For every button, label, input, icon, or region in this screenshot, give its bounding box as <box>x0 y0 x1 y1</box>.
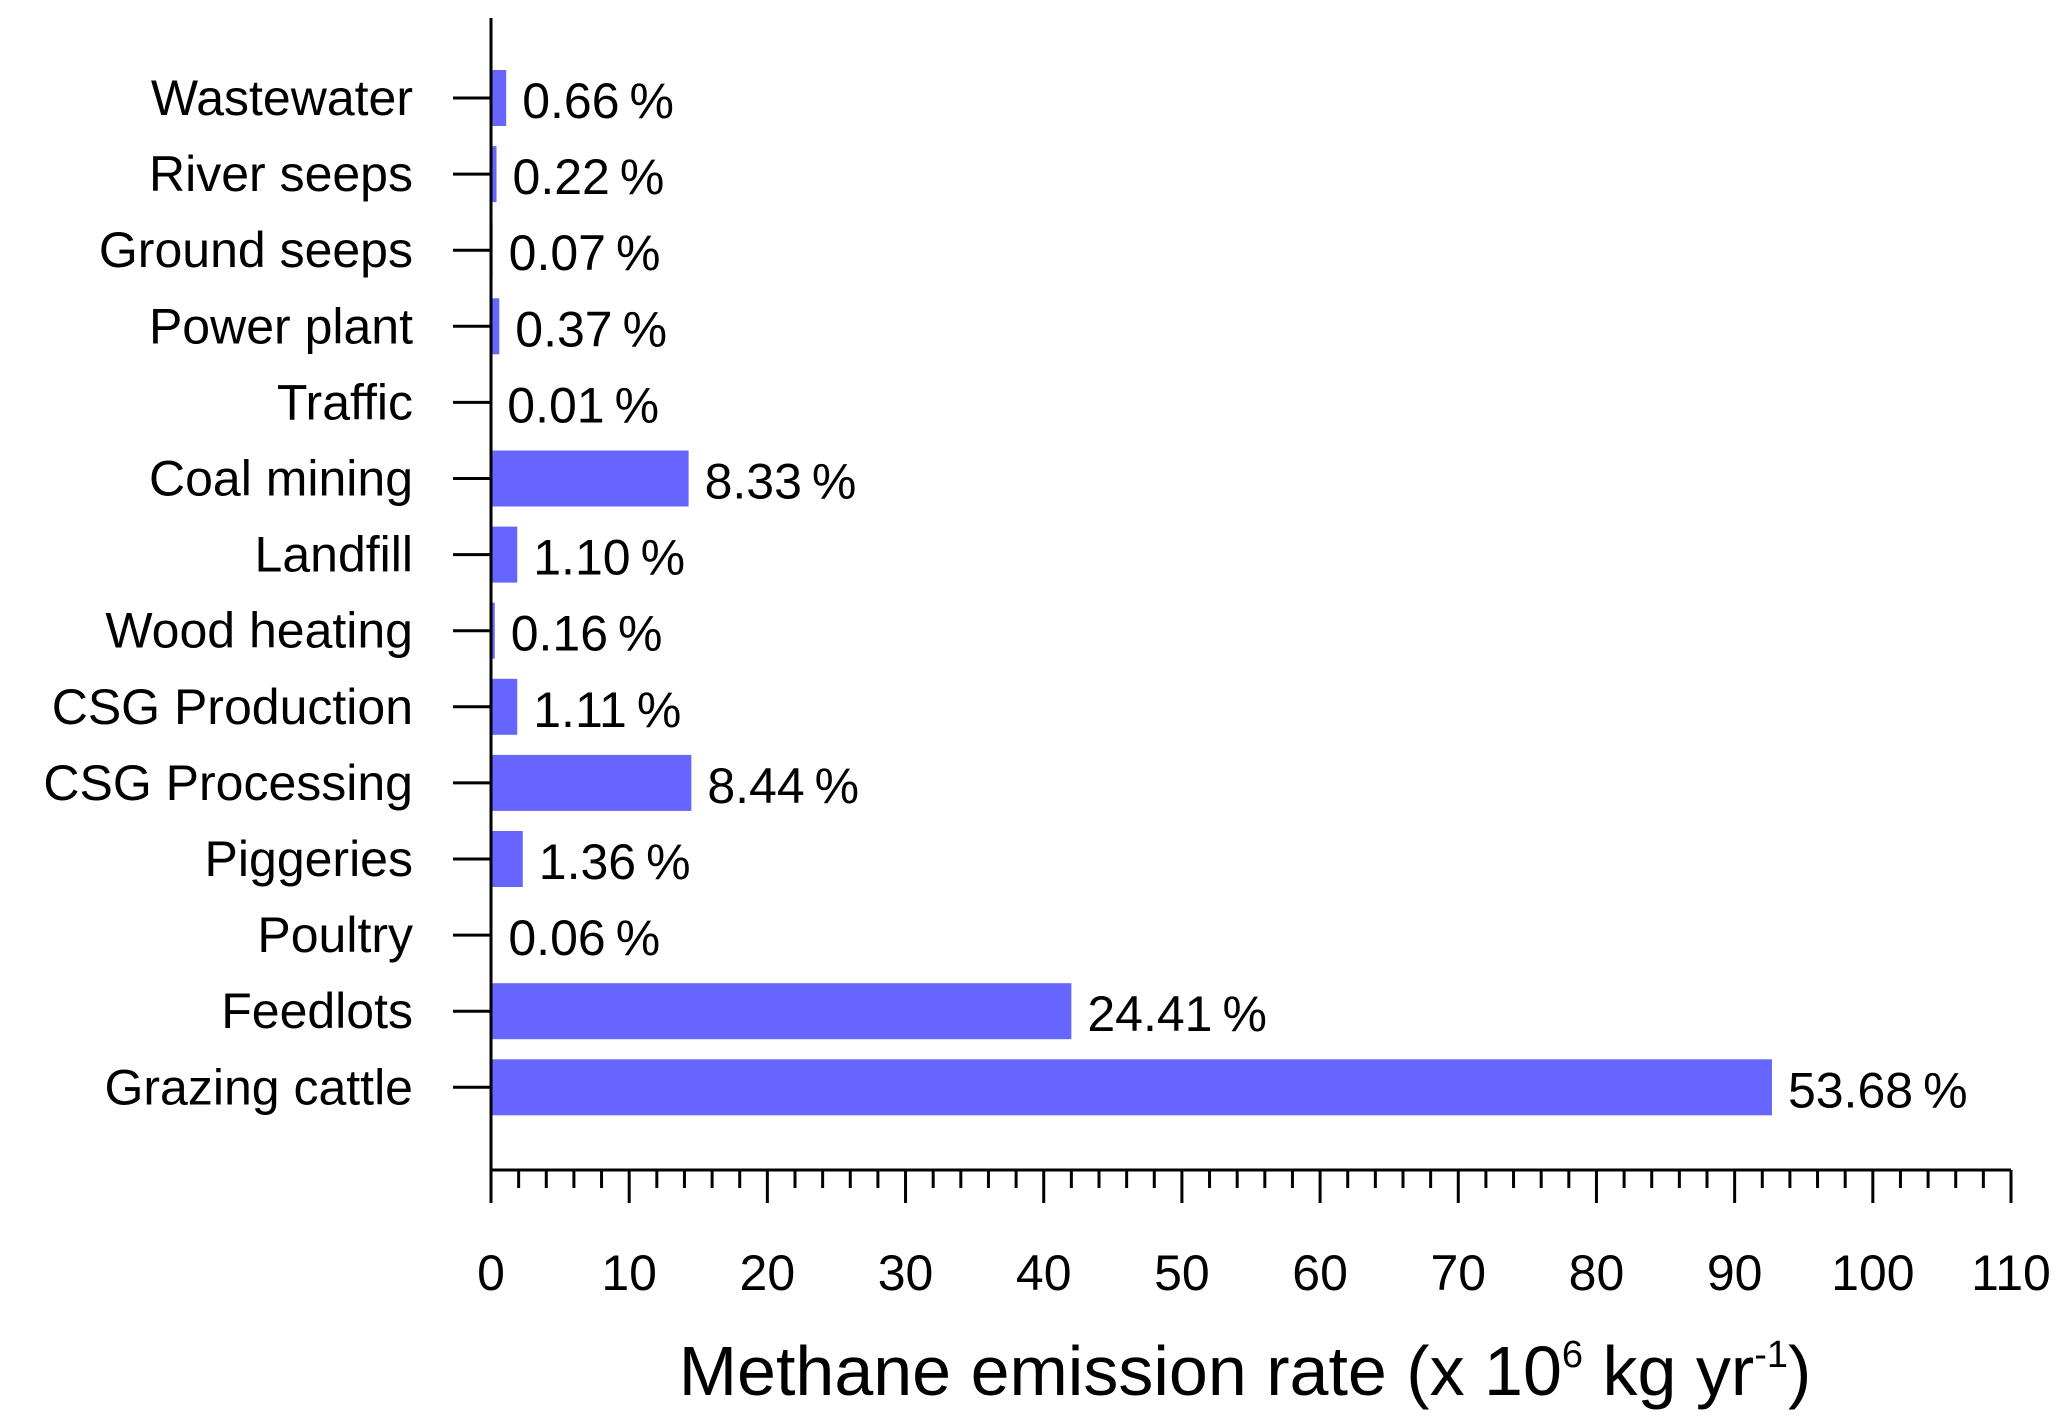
bar-river-seeps <box>491 146 497 203</box>
bar-power-plant <box>491 298 500 355</box>
x-tick-label: 40 <box>1016 1245 1072 1301</box>
category-label: Coal mining <box>149 451 413 507</box>
data-label: 0.06 % <box>508 910 660 966</box>
x-tick-label: 70 <box>1430 1245 1486 1301</box>
data-label: 0.07 % <box>509 225 661 281</box>
bar-grazing-cattle <box>491 1059 1772 1116</box>
bar-feedlots <box>491 983 1072 1040</box>
bar-landfill <box>491 526 518 583</box>
x-ticks-group: 0 10 20 30 40 50 60 70 80 90 100 110 <box>477 1170 2051 1301</box>
x-tick-label: 80 <box>1569 1245 1625 1301</box>
bars-group <box>491 70 1772 1116</box>
data-label: 0.01 % <box>507 377 659 433</box>
x-tick-label: 10 <box>601 1245 657 1301</box>
category-label: Landfill <box>255 527 413 583</box>
category-label: Wood heating <box>105 603 413 659</box>
category-label: Power plant <box>149 298 413 354</box>
category-labels-group: Wastewater River seeps Ground seeps Power p… <box>43 70 413 1115</box>
data-label: 24.41 % <box>1087 986 1267 1042</box>
category-label: Piggeries <box>205 831 413 887</box>
data-label: 0.16 % <box>511 606 663 662</box>
x-tick-label: 30 <box>878 1245 934 1301</box>
x-tick-label: 90 <box>1707 1245 1763 1301</box>
data-label: 0.66 % <box>522 73 674 129</box>
bar-wastewater <box>491 70 507 126</box>
data-label: 8.44 % <box>707 758 859 814</box>
data-label: 1.11 % <box>533 682 681 738</box>
data-label: 8.33 % <box>705 454 857 510</box>
x-tick-label: 20 <box>740 1245 796 1301</box>
x-tick-label: 50 <box>1154 1245 1210 1301</box>
category-label: Grazing cattle <box>105 1059 413 1115</box>
data-label: 53.68 % <box>1788 1062 1968 1118</box>
data-labels-group: 0.66 % 0.22 % 0.07 % 0.37 % 0.01 % 8.33 % 1.10… <box>507 73 1967 1118</box>
category-label: Traffic <box>277 374 413 430</box>
x-axis-title: Methane emission rate (x 106 kg yr-1) <box>679 1332 1812 1410</box>
category-label: Feedlots <box>221 983 413 1039</box>
x-tick-label: 60 <box>1292 1245 1348 1301</box>
x-tick-label: 110 <box>1971 1245 2051 1301</box>
category-label: Ground seeps <box>99 222 413 278</box>
axes-group <box>453 18 2011 1172</box>
data-label: 0.37 % <box>515 301 667 357</box>
category-label: River seeps <box>149 146 413 202</box>
category-label: Poultry <box>257 907 413 963</box>
bar-csg-processing <box>491 754 692 811</box>
bar-wood-heating <box>491 602 495 659</box>
category-label: CSG Processing <box>43 755 413 811</box>
x-tick-label: 100 <box>1831 1245 1914 1301</box>
category-label: Wastewater <box>151 70 413 126</box>
category-label: CSG Production <box>52 679 413 735</box>
bar-csg-production <box>491 678 518 735</box>
bar-coal-mining <box>491 450 689 507</box>
data-label: 0.22 % <box>513 149 665 205</box>
x-tick-label: 0 <box>477 1245 505 1301</box>
data-label: 1.36 % <box>539 834 691 890</box>
data-label: 1.10 % <box>533 530 685 586</box>
bar-piggeries <box>491 831 523 887</box>
